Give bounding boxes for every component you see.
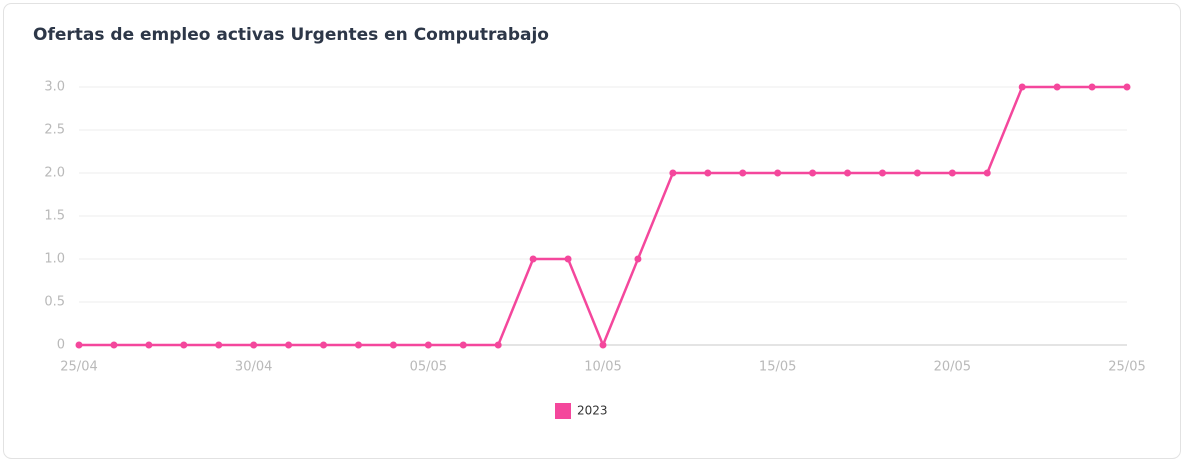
x-tick-label: 30/04 — [235, 360, 272, 375]
y-tick-label: 2.5 — [44, 123, 65, 138]
data-point — [599, 341, 607, 349]
data-point — [739, 169, 747, 177]
x-tick-label: 25/05 — [1108, 360, 1145, 375]
data-point — [669, 169, 677, 177]
data-point — [494, 341, 502, 349]
data-point — [75, 341, 83, 349]
x-tick-label: 05/05 — [410, 360, 447, 375]
data-point — [844, 169, 852, 177]
data-point — [704, 169, 712, 177]
card — [3, 3, 1181, 459]
legend-swatch — [555, 403, 571, 419]
y-tick-label: 0.5 — [44, 295, 65, 310]
x-tick-label: 20/05 — [934, 360, 971, 375]
x-tick-label: 10/05 — [584, 360, 621, 375]
data-point — [145, 341, 153, 349]
data-point — [459, 341, 467, 349]
x-tick-label: 15/05 — [759, 360, 796, 375]
y-tick-label: 0 — [57, 338, 65, 353]
data-point — [564, 255, 572, 263]
data-point — [215, 341, 223, 349]
y-tick-label: 2.0 — [44, 166, 65, 181]
data-point — [354, 341, 362, 349]
data-point — [250, 341, 258, 349]
data-point — [634, 255, 642, 263]
data-point — [1123, 83, 1131, 91]
legend-label: 2023 — [577, 404, 608, 418]
data-point — [320, 341, 328, 349]
data-point — [110, 341, 118, 349]
data-point — [1088, 83, 1096, 91]
data-point — [983, 169, 991, 177]
chart-title: Ofertas de empleo activas Urgentes en Co… — [33, 25, 549, 45]
y-tick-label: 1.0 — [44, 252, 65, 267]
data-point — [424, 341, 432, 349]
data-point — [774, 169, 782, 177]
data-point — [389, 341, 397, 349]
data-point — [180, 341, 188, 349]
data-point — [913, 169, 921, 177]
data-point — [1053, 83, 1061, 91]
y-tick-label: 3.0 — [44, 80, 65, 95]
data-point — [878, 169, 886, 177]
data-point — [1018, 83, 1026, 91]
x-tick-label: 25/04 — [60, 360, 97, 375]
data-point — [948, 169, 956, 177]
y-tick-label: 1.5 — [44, 209, 65, 224]
data-point — [809, 169, 817, 177]
data-point — [529, 255, 537, 263]
data-point — [285, 341, 293, 349]
